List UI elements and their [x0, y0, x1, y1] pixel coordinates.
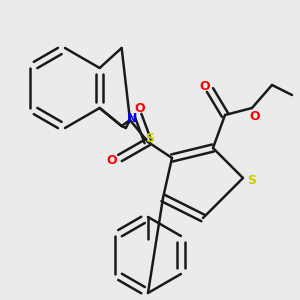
- Text: O: O: [250, 110, 260, 122]
- Text: N: N: [127, 112, 137, 125]
- Text: O: O: [135, 103, 145, 116]
- Text: O: O: [107, 154, 117, 166]
- Text: O: O: [200, 80, 210, 92]
- Text: S: S: [248, 173, 256, 187]
- Text: S: S: [146, 131, 154, 145]
